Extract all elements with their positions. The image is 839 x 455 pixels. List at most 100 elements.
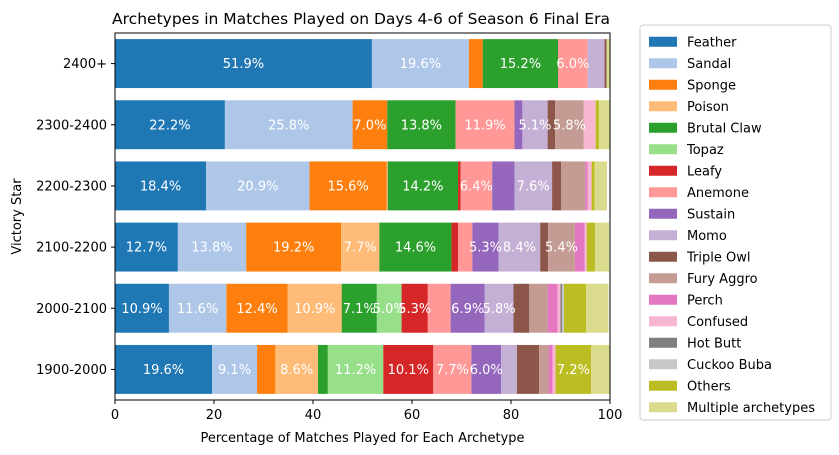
bar-value-label: 15.6% [327,179,368,194]
bar-fury-aggro-2200-2300 [560,161,586,211]
legend: Feather Sandal Sponge Poison Brutal Claw Topa… [639,24,832,421]
bar-brutal-claw-2000-2100 [341,283,377,333]
bar-labels-group: 51.9% 19.6% 15.2% 6.0% 22.2% 25.8% 7.0% 13.8% 11… [121,57,590,378]
y-tick-label: 1900-2000 [36,363,107,378]
bar-sponge-2100-2200 [246,222,342,272]
bar-fury-aggro-1900-2000 [539,344,549,394]
legend-entry: Triple Owl [686,250,750,265]
bar-multiple-archetypes-2400+ [606,39,611,89]
legend-entry: Multiple archetypes [687,401,815,416]
legend-swatch [649,337,677,348]
bar-sustain-2300-2400 [514,100,523,150]
bar-value-label: 25.8% [268,118,309,133]
bar-triple-owl-1900-2000 [516,344,540,394]
bar-anemone-2000-2100 [427,283,451,333]
bar-momo-2100-2200 [498,222,541,272]
bar-anemone-1900-2000 [433,344,472,394]
bar-momo-2300-2400 [522,100,548,150]
bar-value-label: 7.6% [517,179,550,194]
bar-value-label: 15.2% [500,57,541,72]
legend-swatch [649,402,677,413]
legend-entry: Brutal Claw [687,121,762,136]
bar-perch-2000-2100 [547,283,558,333]
bar-value-label: 9.1% [218,363,251,378]
bar-confused-1900-2000 [552,344,556,394]
y-tick-label: 2300-2400 [36,118,107,133]
bar-sandal-2100-2200 [177,222,247,272]
bar-value-label: 5.3% [398,302,431,317]
legend-entry: Hot Butt [687,336,741,351]
bar-momo-2200-2300 [514,161,553,211]
legend-swatch [649,122,677,133]
bar-sponge-2200-2300 [309,161,387,211]
bar-others-2000-2100 [563,283,587,333]
bar-value-label: 8.4% [503,241,536,256]
bar-value-label: 20.9% [237,179,278,194]
bar-value-label: 5.0% [373,302,406,317]
y-tick-label: 2200-2300 [36,179,107,194]
bar-poison-2100-2200 [341,222,380,272]
bar-triple-owl-2000-2100 [513,283,530,333]
bar-value-label: 10.1% [388,363,429,378]
bar-multiple-archetypes-2200-2300 [594,161,608,211]
legend-swatch [649,36,677,47]
bar-value-label: 6.4% [460,179,493,194]
legend-swatch [649,273,677,284]
bar-value-label: 7.2% [557,363,590,378]
bar-value-label: 51.9% [223,57,264,72]
bar-confused-2200-2300 [587,161,592,211]
bar-value-label: 22.2% [149,118,190,133]
bar-triple-owl-2300-2400 [547,100,556,150]
bar-leafy-2200-2300 [458,161,461,211]
bar-brutal-claw-2400+ [482,39,559,89]
bar-value-label: 19.6% [143,363,184,378]
x-tick-label: 80 [503,408,520,423]
bar-triple-owl-2400+ [604,39,607,89]
bar-sustain-1900-2000 [471,344,502,394]
bar-perch-2200-2300 [585,161,588,211]
legend-frame [639,24,832,421]
legend-swatch [649,380,677,391]
x-axis-label: Percentage of Matches Played for Each Ar… [200,431,524,446]
bar-confused-2300-2400 [583,100,596,150]
bar-momo-2000-2100 [484,283,514,333]
y-tick-label: 2100-2200 [36,241,107,256]
bars-group [115,39,611,394]
bar-poison-2000-2100 [287,283,342,333]
bar-sustain-2100-2200 [472,222,499,272]
legend-entry: Sandal [687,57,731,72]
bar-value-label: 5.8% [553,118,586,133]
bar-value-label: 19.6% [400,57,441,72]
legend-entry: Feather [687,35,737,50]
legend-swatch [649,165,677,176]
bar-value-label: 19.2% [273,241,314,256]
bar-feather-1900-2000 [115,344,213,394]
bar-feather-2200-2300 [115,161,207,211]
bar-cuckoo-buba-2000-2100 [561,283,564,333]
legend-entry: Others [687,379,731,394]
bar-value-label: 14.6% [395,241,436,256]
legend-swatch [649,58,677,69]
bar-sandal-2000-2100 [168,283,227,333]
x-tick-label: 40 [305,408,322,423]
bar-perch-1900-2000 [548,344,553,394]
legend-entry: Confused [687,315,748,330]
y-axis-label: Victory Star [10,178,25,255]
bar-value-label: 13.8% [191,241,232,256]
bar-value-label: 13.8% [401,118,442,133]
bar-value-label: 18.4% [140,179,181,194]
bar-others-2200-2300 [591,161,595,211]
bar-value-label: 7.7% [436,363,469,378]
bar-value-label: 7.7% [344,241,377,256]
bar-poison-1900-2000 [275,344,318,394]
bar-anemone-2200-2300 [460,161,493,211]
bar-value-label: 11.6% [177,302,218,317]
legend-entry: Momo [687,229,727,244]
bar-confused-2100-2200 [584,222,587,272]
legend-entry: Leafy [687,164,722,179]
bar-value-label: 6.0% [556,57,589,72]
bar-feather-2000-2100 [115,283,169,333]
bar-sandal-2300-2400 [224,100,353,150]
bar-poison-2200-2300 [386,161,388,211]
bar-others-2300-2400 [595,100,600,150]
